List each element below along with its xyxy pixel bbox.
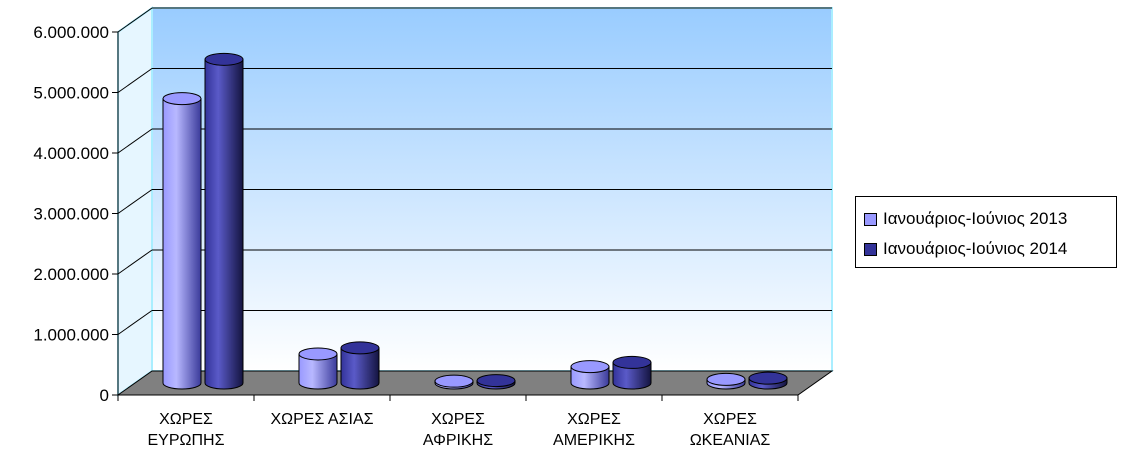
x-tick-label: ΧΩΡΕΣ ΕΥΡΩΠΗΣ xyxy=(148,411,225,449)
bar-1-0 xyxy=(204,52,244,390)
y-tick-label: 4.000.000 xyxy=(33,144,109,163)
gridline-side xyxy=(117,68,153,93)
y-tick-label: 1.000.000 xyxy=(33,326,109,345)
y-tick-label: 6.000.000 xyxy=(33,23,109,42)
legend-item-2013: Ιανουάριος-Ιούνιος 2013 xyxy=(864,207,1067,231)
legend-label-2014: Ιανουάριος-Ιούνιος 2014 xyxy=(883,239,1068,258)
bar-0-1 xyxy=(298,347,338,390)
bar-1-1 xyxy=(340,341,380,390)
y-tick-label: 5.000.000 xyxy=(33,84,109,103)
y-tick-label: 2.000.000 xyxy=(33,265,109,284)
gridline-side xyxy=(117,310,153,335)
gridline-side xyxy=(117,189,153,214)
bar-0-3 xyxy=(570,360,610,390)
bar-1-4 xyxy=(748,371,788,390)
bar-0-2 xyxy=(434,374,474,390)
y-tick-label: 3.000.000 xyxy=(33,205,109,224)
bar-0-0 xyxy=(162,92,202,390)
x-tick-label: ΧΩΡΕΣ ΑΜΕΡΙΚΗΣ xyxy=(553,411,635,449)
gridline-side xyxy=(117,7,153,33)
y-tick-label: 0 xyxy=(100,386,109,405)
legend-swatch-2013 xyxy=(864,212,877,226)
legend: Ιανουάριος-Ιούνιος 2013 Ιανουάριος-Ιούνι… xyxy=(855,196,1117,268)
x-tick-label: ΧΩΡΕΣ ΑΣΙΑΣ xyxy=(271,411,374,428)
x-tick-label: ΧΩΡΕΣ ΩΚΕΑΝΙΑΣ xyxy=(690,411,771,449)
legend-label-2013: Ιανουάριος-Ιούνιος 2013 xyxy=(883,209,1068,228)
legend-swatch-2014 xyxy=(864,242,877,256)
bar-1-2 xyxy=(476,374,516,390)
legend-item-2014: Ιανουάριος-Ιούνιος 2014 xyxy=(864,237,1067,261)
gridline-side xyxy=(117,249,153,275)
bar-1-3 xyxy=(612,355,652,390)
x-tick-label: ΧΩΡΕΣ ΑΦΡΙΚΗΣ xyxy=(423,411,493,449)
bar-0-4 xyxy=(706,372,746,390)
gridline-side xyxy=(117,128,153,154)
